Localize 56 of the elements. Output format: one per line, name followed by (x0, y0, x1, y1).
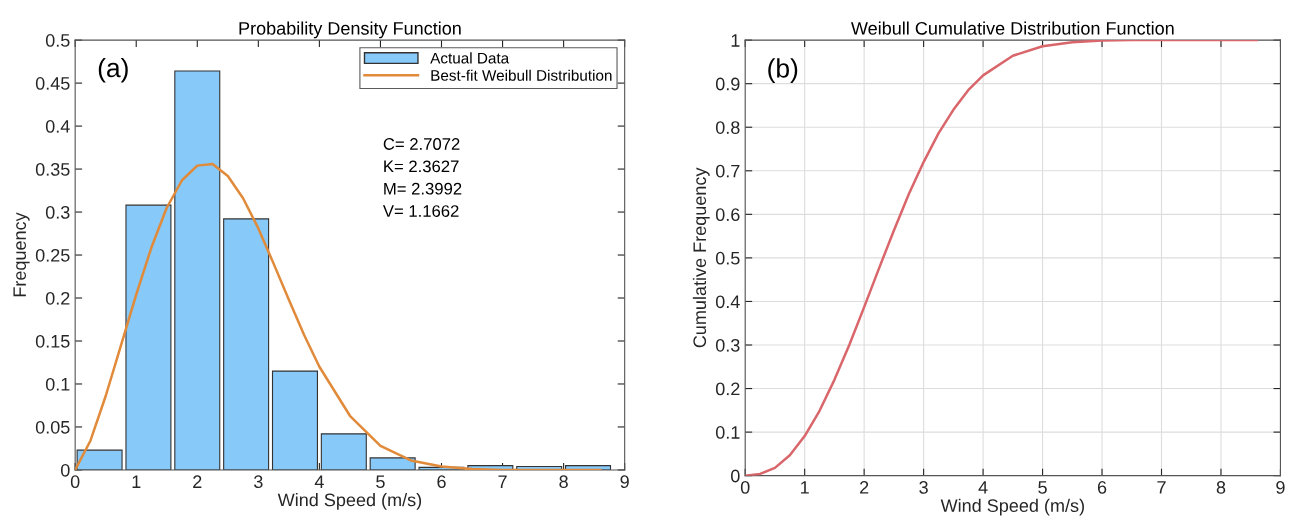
line-series (75, 162, 602, 470)
chart-title: Weibull Cumulative Distribution Function (851, 21, 1174, 35)
x-axis-title: Wind Speed (m/s) (277, 493, 422, 510)
x-tick-label: 7 (1157, 481, 1166, 494)
x-tick-label: 9 (1276, 481, 1285, 494)
y-axis-title: Cumulative Frequency (692, 167, 710, 348)
y-tick-label: 0.2 (45, 291, 70, 305)
y-tick-label: 0.5 (45, 34, 70, 47)
x-tick-label: 6 (437, 475, 446, 489)
annotation: K= 2.3627 (384, 160, 459, 173)
x-tick-label: 2 (193, 475, 202, 488)
chart-title: Probability Density Function (239, 21, 461, 39)
y-tick-label: 0.1 (45, 377, 70, 391)
y-tick-label: 0 (60, 463, 70, 477)
y-tick-label: 0.25 (35, 248, 70, 262)
annotation: C= 2.7072 (383, 138, 460, 150)
x-tick-label: 4 (314, 475, 324, 488)
y-tick-label: 0.1 (715, 426, 740, 439)
y-tick-label: 0.4 (715, 295, 740, 309)
y-tick-label: 0.15 (35, 334, 70, 348)
x-tick-label: 0 (740, 481, 750, 494)
x-tick-label: 0 (70, 475, 80, 489)
y-tick-label: 0.9 (715, 77, 740, 91)
y-tick-label: 0.05 (35, 420, 70, 434)
x-tick-label: 7 (498, 475, 507, 488)
y-axis-title: Frequency (13, 212, 30, 297)
x-tick-label: 4 (978, 481, 988, 494)
annotation: (b) (768, 58, 798, 83)
x-tick-label: 8 (559, 475, 568, 489)
annotation: V= 1.1662 (382, 205, 459, 217)
legend-label: Best-fit Weibull Distribution (431, 69, 612, 81)
y-tick-label: 0.7 (715, 164, 740, 178)
y-tick-label: 0.4 (45, 120, 70, 133)
annotation: (a) (98, 57, 128, 83)
annotation: M= 2.3992 (384, 182, 462, 195)
x-tick-label: 2 (860, 481, 869, 494)
y-tick-label: 1 (731, 34, 740, 47)
x-tick-label: 3 (254, 475, 263, 489)
x-tick-label: 5 (376, 475, 385, 489)
y-tick-label: 0.45 (35, 77, 70, 90)
x-tick-label: 5 (1038, 481, 1047, 494)
y-tick-label: 0.3 (715, 338, 740, 352)
x-tick-label: 1 (132, 475, 141, 488)
x-tick-label: 1 (801, 481, 809, 494)
x-tick-label: 9 (620, 475, 629, 489)
y-tick-label: 0.8 (715, 121, 740, 134)
y-tick-label: 0.2 (715, 382, 740, 396)
x-tick-label: 6 (1097, 481, 1107, 494)
y-tick-label: 0.3 (45, 205, 70, 219)
y-tick-label: 0.5 (715, 251, 740, 265)
y-tick-label: 0.35 (35, 163, 70, 176)
y-tick-label: 0.6 (715, 208, 740, 222)
legend-label: Actual Data (430, 52, 510, 64)
x-tick-label: 3 (919, 481, 928, 494)
x-axis-title: Wind Speed (m/s) (940, 498, 1084, 516)
x-tick-label: 8 (1216, 481, 1226, 494)
